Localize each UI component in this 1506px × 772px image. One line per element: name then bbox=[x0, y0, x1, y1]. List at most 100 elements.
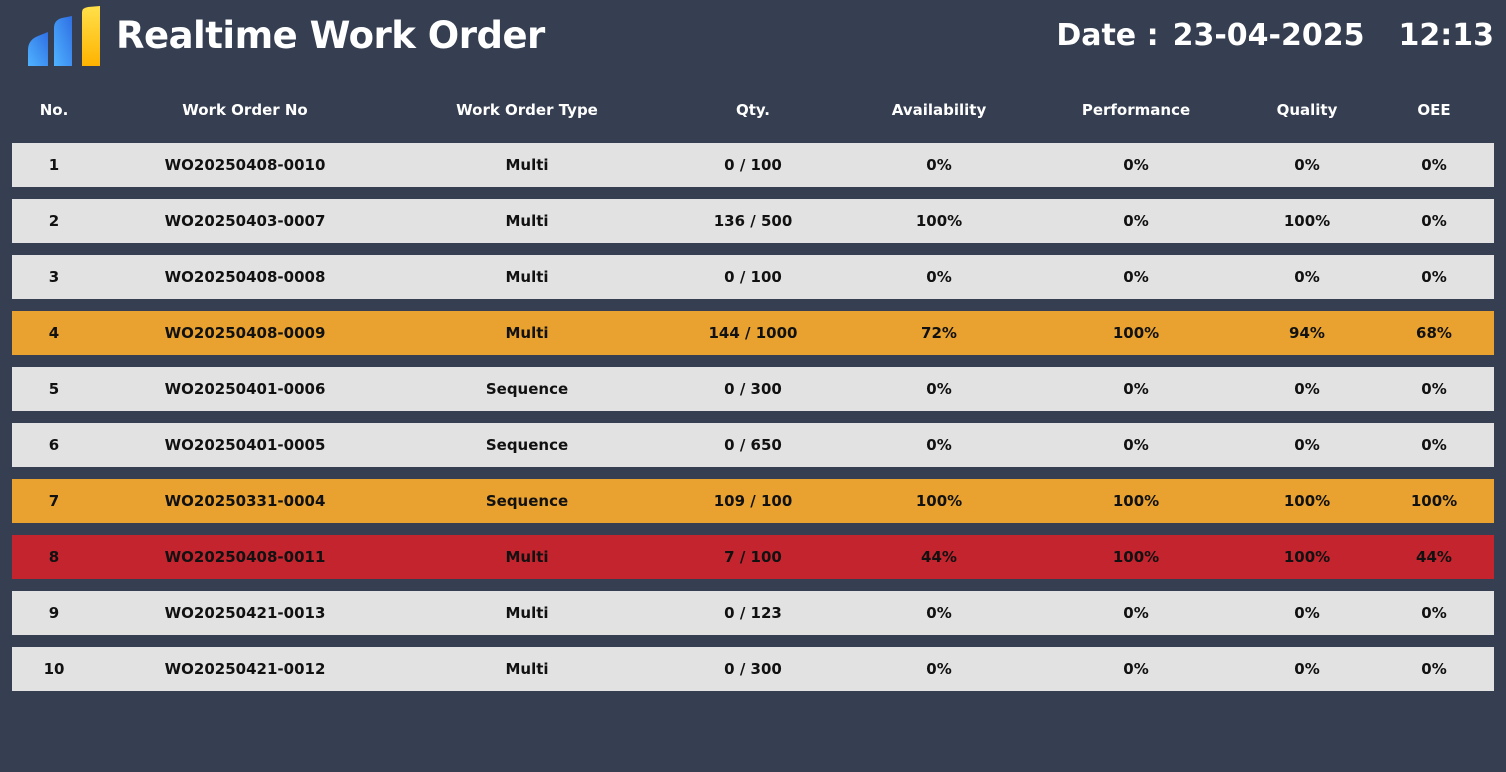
cell-availability: 100% bbox=[915, 212, 963, 230]
cell-quality: 0% bbox=[1294, 604, 1320, 622]
cell-work-order-type: Sequence bbox=[485, 492, 569, 510]
cell-qty: 0 / 300 bbox=[724, 660, 782, 678]
column-header-performance: Performance bbox=[1081, 101, 1191, 119]
table-row[interactable]: 10 WO20250421-0012 Multi 0 / 300 0% 0% 0% 0% bbox=[12, 647, 1494, 691]
cell-qty: 109 / 100 bbox=[713, 492, 793, 510]
cell-qty: 0 / 650 bbox=[724, 436, 782, 454]
cell-oee: 0% bbox=[1421, 380, 1447, 398]
table-row[interactable]: 4 WO20250408-0009 Multi 144 / 1000 72% 100% 94… bbox=[12, 311, 1494, 355]
cell-work-order-no: WO20250401-0006 bbox=[164, 380, 326, 398]
table-row[interactable]: 9 WO20250421-0013 Multi 0 / 123 0% 0% 0% 0% bbox=[12, 591, 1494, 635]
cell-performance: 100% bbox=[1112, 492, 1160, 510]
page-header: Realtime Work Order Date : 23-04-2025 12:1… bbox=[0, 0, 1506, 78]
cell-work-order-no: WO20250331-0004 bbox=[164, 492, 326, 510]
cell-performance: 0% bbox=[1123, 604, 1149, 622]
cell-work-order-type: Sequence bbox=[485, 380, 569, 398]
cell-availability: 44% bbox=[921, 548, 957, 566]
column-header-quality: Quality bbox=[1276, 101, 1338, 119]
cell-work-order-no: WO20250403-0007 bbox=[164, 212, 326, 230]
cell-work-order-type: Multi bbox=[505, 268, 549, 286]
cell-oee: 68% bbox=[1416, 324, 1452, 342]
cell-oee: 0% bbox=[1421, 212, 1447, 230]
cell-availability: 0% bbox=[926, 268, 952, 286]
cell-performance: 0% bbox=[1123, 156, 1149, 174]
column-header-work-order-no: Work Order No bbox=[182, 101, 308, 119]
column-header-no: No. bbox=[39, 101, 69, 119]
date-value: 23-04-2025 bbox=[1172, 18, 1365, 53]
cell-work-order-no: WO20250408-0011 bbox=[164, 548, 326, 566]
cell-work-order-no: WO20250401-0005 bbox=[164, 436, 326, 454]
date-time-display: Date : 23-04-2025 12:13 bbox=[1056, 18, 1494, 53]
cell-work-order-type: Multi bbox=[505, 548, 549, 566]
table-row[interactable]: 6 WO20250401-0005 Sequence 0 / 650 0% 0% 0% 0% bbox=[12, 423, 1494, 467]
cell-quality: 0% bbox=[1294, 436, 1320, 454]
cell-oee: 0% bbox=[1421, 156, 1447, 174]
cell-work-order-no: WO20250421-0013 bbox=[164, 604, 326, 622]
cell-oee: 0% bbox=[1421, 268, 1447, 286]
cell-no: 5 bbox=[48, 380, 60, 398]
table-row[interactable]: 7 WO20250331-0004 Sequence 109 / 100 100% 100… bbox=[12, 479, 1494, 523]
table-header: No. Work Order No Work Order Type Qty. A… bbox=[12, 94, 1494, 126]
cell-work-order-type: Multi bbox=[505, 660, 549, 678]
cell-qty: 0 / 300 bbox=[724, 380, 782, 398]
cell-availability: 100% bbox=[915, 492, 963, 510]
cell-qty: 7 / 100 bbox=[724, 548, 782, 566]
cell-performance: 0% bbox=[1123, 380, 1149, 398]
bar-chart-logo-icon bbox=[28, 6, 100, 66]
cell-no: 6 bbox=[48, 436, 60, 454]
cell-availability: 0% bbox=[926, 436, 952, 454]
cell-quality: 100% bbox=[1283, 492, 1331, 510]
cell-availability: 0% bbox=[926, 156, 952, 174]
cell-quality: 100% bbox=[1283, 548, 1331, 566]
cell-quality: 100% bbox=[1283, 212, 1331, 230]
cell-work-order-type: Multi bbox=[505, 156, 549, 174]
cell-work-order-no: WO20250408-0009 bbox=[164, 324, 326, 342]
cell-no: 8 bbox=[48, 548, 60, 566]
work-order-table-body: 1 WO20250408-0010 Multi 0 / 100 0% 0% 0% 0% 2 WO2… bbox=[12, 143, 1494, 703]
cell-quality: 94% bbox=[1289, 324, 1325, 342]
table-row[interactable]: 5 WO20250401-0006 Sequence 0 / 300 0% 0% 0% 0% bbox=[12, 367, 1494, 411]
cell-work-order-no: WO20250408-0008 bbox=[164, 268, 326, 286]
column-header-qty: Qty. bbox=[735, 101, 771, 119]
table-row[interactable]: 8 WO20250408-0011 Multi 7 / 100 44% 100% 100% 4… bbox=[12, 535, 1494, 579]
cell-work-order-type: Multi bbox=[505, 324, 549, 342]
cell-oee: 44% bbox=[1416, 548, 1452, 566]
column-header-oee: OEE bbox=[1417, 101, 1451, 119]
table-row[interactable]: 1 WO20250408-0010 Multi 0 / 100 0% 0% 0% 0% bbox=[12, 143, 1494, 187]
cell-qty: 0 / 100 bbox=[724, 268, 782, 286]
cell-performance: 0% bbox=[1123, 660, 1149, 678]
cell-oee: 0% bbox=[1421, 436, 1447, 454]
table-row[interactable]: 3 WO20250408-0008 Multi 0 / 100 0% 0% 0% 0% bbox=[12, 255, 1494, 299]
cell-no: 10 bbox=[43, 660, 65, 678]
cell-oee: 0% bbox=[1421, 660, 1447, 678]
cell-performance: 0% bbox=[1123, 436, 1149, 454]
cell-availability: 0% bbox=[926, 604, 952, 622]
cell-work-order-type: Multi bbox=[505, 604, 549, 622]
cell-quality: 0% bbox=[1294, 268, 1320, 286]
cell-performance: 0% bbox=[1123, 212, 1149, 230]
cell-oee: 0% bbox=[1421, 604, 1447, 622]
cell-work-order-type: Multi bbox=[505, 212, 549, 230]
cell-no: 3 bbox=[48, 268, 60, 286]
cell-no: 1 bbox=[48, 156, 60, 174]
cell-availability: 72% bbox=[921, 324, 957, 342]
cell-performance: 100% bbox=[1112, 548, 1160, 566]
cell-qty: 144 / 1000 bbox=[708, 324, 798, 342]
column-header-work-order-type: Work Order Type bbox=[456, 101, 598, 119]
cell-work-order-type: Sequence bbox=[485, 436, 569, 454]
cell-work-order-no: WO20250408-0010 bbox=[164, 156, 326, 174]
page-title: Realtime Work Order bbox=[116, 14, 545, 57]
cell-qty: 0 / 100 bbox=[724, 156, 782, 174]
cell-oee: 100% bbox=[1410, 492, 1458, 510]
cell-performance: 0% bbox=[1123, 268, 1149, 286]
cell-no: 9 bbox=[48, 604, 60, 622]
cell-quality: 0% bbox=[1294, 660, 1320, 678]
cell-performance: 100% bbox=[1112, 324, 1160, 342]
cell-no: 4 bbox=[48, 324, 60, 342]
table-row[interactable]: 2 WO20250403-0007 Multi 136 / 500 100% 0% 100%… bbox=[12, 199, 1494, 243]
cell-availability: 0% bbox=[926, 660, 952, 678]
time-value: 12:13 bbox=[1398, 18, 1495, 53]
cell-quality: 0% bbox=[1294, 156, 1320, 174]
cell-availability: 0% bbox=[926, 380, 952, 398]
date-label: Date : bbox=[1056, 18, 1159, 53]
